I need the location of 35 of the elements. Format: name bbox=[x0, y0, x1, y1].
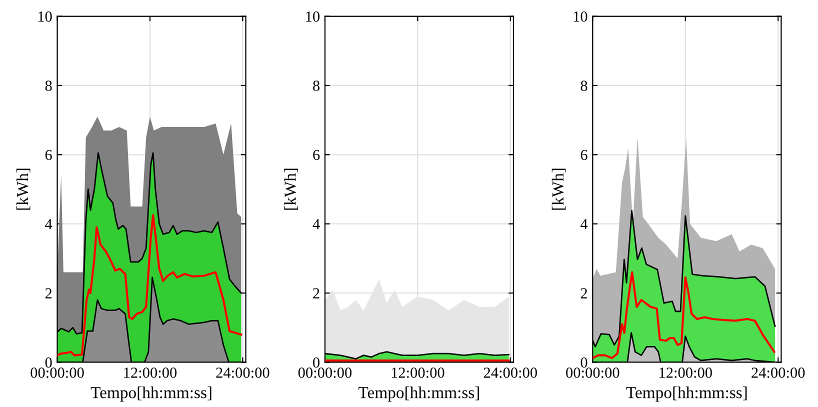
y-tick-label: 2 bbox=[45, 288, 52, 298]
x-axis-title: Tempo[hh:mm:ss] bbox=[626, 386, 747, 402]
line-series bbox=[57, 214, 242, 356]
x-tick-label: 24:00:00 bbox=[216, 368, 270, 378]
x-tick-label: 00:00:00 bbox=[298, 368, 352, 378]
x-tick-label: 12:00:00 bbox=[124, 368, 177, 378]
y-tick-label: 2 bbox=[313, 288, 320, 298]
y-tick-label: 0 bbox=[313, 357, 320, 368]
x-axis-title: Tempo[hh:mm:ss] bbox=[358, 386, 479, 402]
y-axis-title: [kWh] bbox=[552, 168, 566, 210]
line-series bbox=[592, 271, 776, 360]
x-tick-label: 24:00:00 bbox=[752, 368, 805, 378]
y-tick-label: 0 bbox=[580, 357, 588, 368]
y-tick-label: 6 bbox=[313, 150, 320, 160]
y-tick-label: 8 bbox=[580, 80, 588, 91]
y-tick-label: 8 bbox=[45, 80, 52, 91]
x-tick-label: 00:00:00 bbox=[566, 368, 620, 378]
y-tick-label: 4 bbox=[312, 219, 320, 230]
y-axis-title: [kWh] bbox=[284, 168, 298, 210]
x-tick-label: 12:00:00 bbox=[660, 368, 712, 378]
y-tick-label: 2 bbox=[580, 288, 587, 298]
x-tick-label: 12:00:00 bbox=[392, 368, 444, 378]
y-tick-label: 6 bbox=[45, 150, 52, 160]
y-tick-label: 10 bbox=[574, 11, 588, 22]
y-tick-label: 4 bbox=[580, 219, 588, 230]
y-tick-label: 4 bbox=[45, 219, 52, 230]
x-tick-label: 00:00:00 bbox=[30, 368, 84, 378]
y-tick-label: 10 bbox=[38, 11, 52, 22]
y-tick-label: 8 bbox=[313, 80, 320, 91]
y-axis-title: [kWh] bbox=[16, 168, 30, 210]
y-tick-label: 0 bbox=[45, 357, 52, 368]
y-tick-label: 10 bbox=[306, 11, 320, 22]
y-tick-label: 6 bbox=[580, 150, 588, 160]
x-tick-label: 24:00:00 bbox=[484, 368, 537, 378]
x-axis-title: Tempo[hh:mm:ss] bbox=[90, 386, 212, 402]
